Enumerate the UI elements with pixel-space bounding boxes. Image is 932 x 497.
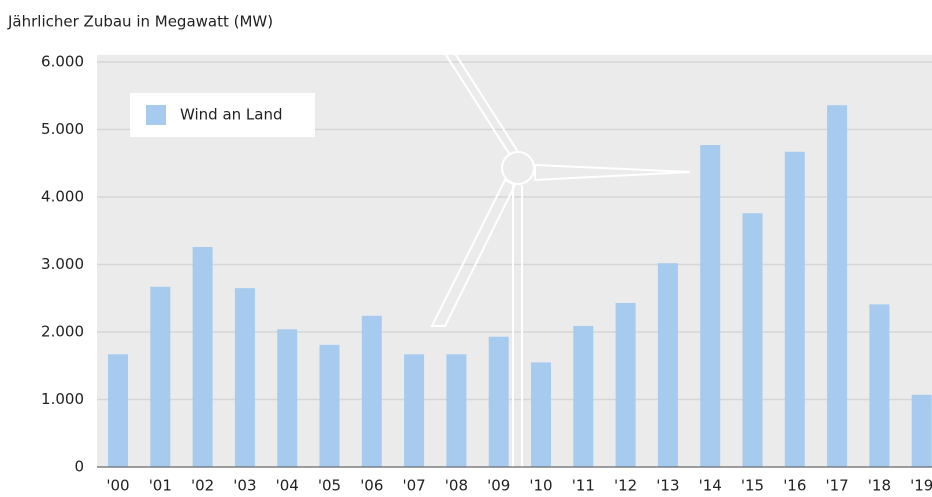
x-tick-label: '18 (868, 477, 891, 495)
bar (742, 213, 763, 467)
x-tick-label: '19 (910, 477, 932, 495)
bar (361, 315, 382, 467)
bar (869, 304, 890, 467)
x-tick-label: '05 (318, 477, 341, 495)
x-tick-label: '01 (149, 477, 172, 495)
legend-swatch (146, 105, 166, 125)
x-tick-label: '14 (699, 477, 722, 495)
turbine-decoration (428, 29, 691, 467)
x-tick-label: '00 (106, 477, 129, 495)
x-tick-label: '04 (276, 477, 299, 495)
x-tick-label: '08 (445, 477, 468, 495)
y-tick-label: 0 (74, 458, 84, 476)
bar (827, 105, 848, 467)
y-tick-label: 6.000 (41, 53, 84, 71)
chart-title: Jährlicher Zubau in Megawatt (MW) (7, 13, 273, 31)
x-tick-label: '16 (783, 477, 806, 495)
bar (446, 354, 467, 467)
bar (192, 246, 213, 467)
bar (234, 288, 255, 467)
bar (404, 354, 425, 467)
bar (488, 336, 509, 467)
bar (573, 325, 594, 467)
x-tick-label: '02 (191, 477, 214, 495)
bar (700, 145, 721, 467)
x-tick-label: '06 (360, 477, 383, 495)
bar (784, 151, 805, 467)
y-tick-label: 2.000 (41, 323, 84, 341)
x-tick-label: '13 (656, 477, 679, 495)
x-tick-label: '03 (233, 477, 256, 495)
y-tick-label: 4.000 (41, 188, 84, 206)
x-tick-label: '07 (402, 477, 425, 495)
bar (277, 329, 298, 467)
bar (615, 302, 636, 467)
x-tick-label: '10 (529, 477, 552, 495)
bar (911, 394, 932, 467)
bar (531, 362, 551, 467)
legend-label: Wind an Land (180, 106, 283, 124)
y-tick-label: 3.000 (41, 255, 84, 273)
bar (319, 344, 340, 467)
x-tick-label: '11 (572, 477, 595, 495)
x-tick-label: '09 (487, 477, 510, 495)
x-tick-label: '12 (614, 477, 637, 495)
x-tick-label: '17 (825, 477, 848, 495)
bar (657, 263, 678, 467)
y-tick-label: 1.000 (41, 390, 84, 408)
bar (150, 286, 171, 467)
bar (108, 354, 128, 467)
y-tick-label: 5.000 (41, 120, 84, 138)
x-tick-label: '15 (741, 477, 764, 495)
